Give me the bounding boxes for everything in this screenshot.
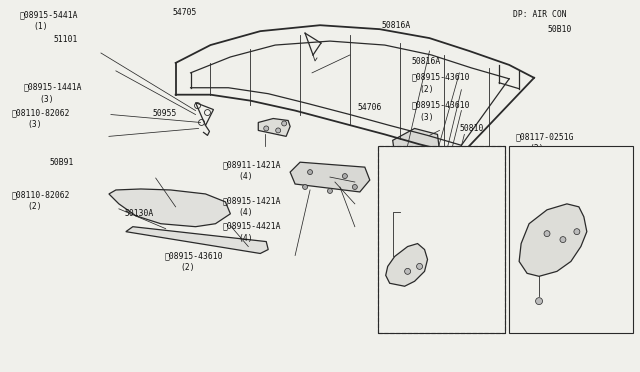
Text: DP: AIR CON: DP: AIR CON [513,10,567,19]
Text: (4): (4) [238,234,253,243]
Circle shape [536,298,543,305]
Polygon shape [126,227,268,253]
Text: Ⓥ08915-1441A: Ⓥ08915-1441A [23,83,82,92]
Polygon shape [259,119,290,137]
Bar [509,146,632,333]
Text: Ⓥ08915-4421A: Ⓥ08915-4421A [223,222,281,231]
Circle shape [404,268,411,274]
Polygon shape [519,204,587,276]
Circle shape [328,189,332,193]
Circle shape [574,229,580,235]
Text: 50810: 50810 [460,125,484,134]
Text: Ⓦ08915-43610: Ⓦ08915-43610 [412,73,470,82]
Polygon shape [393,128,440,162]
Circle shape [276,128,281,133]
Polygon shape [290,162,370,192]
Text: 51101: 51101 [53,35,77,44]
Text: 54706: 54706 [358,103,382,112]
Text: Ⓦ08915-1421A: Ⓦ08915-1421A [223,196,281,205]
Circle shape [303,185,308,189]
Text: (2): (2) [529,144,544,153]
Polygon shape [386,244,428,286]
Bar [378,146,505,333]
Bar [378,146,505,333]
Text: 50816A: 50816A [381,21,411,30]
Polygon shape [109,189,230,227]
Text: Ⓑ08117-0251G: Ⓑ08117-0251G [515,132,573,141]
Circle shape [342,174,348,179]
Text: (2): (2) [28,202,42,211]
Circle shape [353,185,357,189]
Text: (1): (1) [33,22,48,31]
Text: (2): (2) [180,263,195,272]
Text: Ⓦ08915-5441A: Ⓦ08915-5441A [19,10,78,19]
Circle shape [417,263,422,269]
Text: 50130A: 50130A [125,209,154,218]
Text: (3): (3) [420,113,434,122]
Text: (4): (4) [238,172,253,181]
Circle shape [308,170,312,174]
Text: 50B10: 50B10 [547,25,572,34]
Text: ★500C 0033: ★500C 0033 [531,323,580,332]
Text: 54705: 54705 [173,8,197,17]
Text: 50816A: 50816A [412,57,441,66]
Text: Ⓦ08915-43610: Ⓦ08915-43610 [164,251,223,260]
Text: 50955: 50955 [153,109,177,118]
Text: (3): (3) [28,121,42,129]
Circle shape [544,231,550,237]
Circle shape [560,237,566,243]
Text: 50B91: 50B91 [49,158,74,167]
Text: Ⓑ08110-82062: Ⓑ08110-82062 [12,190,70,199]
Text: Ⓑ08110-82062: Ⓑ08110-82062 [12,109,70,118]
Text: (3): (3) [39,95,54,104]
Text: (2): (2) [420,85,434,94]
Text: Ⓝ08911-1421A: Ⓝ08911-1421A [223,160,281,169]
Circle shape [264,126,269,131]
Circle shape [282,121,287,126]
Text: Ⓦ08915-43610: Ⓦ08915-43610 [412,101,470,110]
Text: (4): (4) [238,208,253,217]
